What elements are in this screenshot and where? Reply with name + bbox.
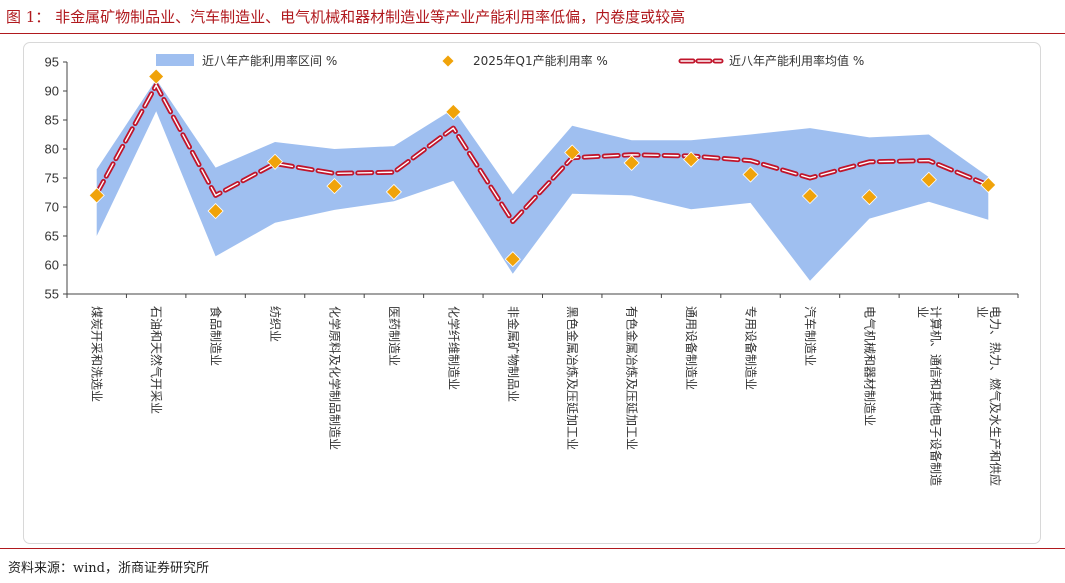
chart-frame bbox=[23, 42, 1041, 544]
x-category-label: 黑色金属冶炼及压延加工业 bbox=[565, 306, 580, 450]
y-tick-label: 75 bbox=[45, 171, 59, 186]
y-tick-label: 55 bbox=[45, 287, 59, 302]
x-category-label-line: 通用设备制造业 bbox=[684, 306, 698, 390]
q1-point-marker bbox=[861, 189, 878, 206]
source-note: 资料来源：wind，浙商证券研究所 bbox=[8, 561, 209, 576]
q1-point-marker bbox=[385, 183, 402, 200]
q1-point-marker bbox=[920, 171, 937, 188]
q1-point-marker bbox=[207, 202, 224, 220]
y-tick-label: 90 bbox=[45, 84, 59, 99]
q1-point-marker bbox=[504, 251, 521, 268]
y-tick-label: 65 bbox=[45, 229, 59, 244]
x-category-label: 纺织业 bbox=[268, 306, 282, 342]
x-category-label-line: 汽车制造业 bbox=[803, 306, 818, 366]
q1-point-marker bbox=[742, 166, 759, 183]
x-category-label: 通用设备制造业 bbox=[684, 306, 698, 390]
x-category-label-line: 电力、热力、燃气及水生产和供应 bbox=[988, 306, 1003, 486]
x-category-label: 有色金属冶炼及压延加工业 bbox=[625, 306, 640, 450]
q1-point-marker bbox=[148, 68, 165, 85]
q1-point-marker bbox=[445, 103, 462, 120]
x-category-label: 计算机、通信和其他电子设备制造业 bbox=[915, 306, 943, 486]
q1-point-marker bbox=[266, 153, 284, 170]
y-tick-label: 70 bbox=[45, 200, 59, 215]
q1-point-marker bbox=[564, 144, 581, 161]
q1-point-marker bbox=[683, 151, 700, 168]
q1-point-marker bbox=[623, 154, 640, 171]
legend-mean-label: 近八年产能利用率均值 % bbox=[729, 53, 864, 68]
x-category-label-line: 石油和天然气开采业 bbox=[149, 306, 164, 414]
x-category-label: 化学原料及化学制品制造业 bbox=[327, 306, 342, 450]
x-category-label: 化学纤维制造业 bbox=[446, 306, 461, 390]
q1-point-marker bbox=[326, 178, 343, 195]
x-category-label-line: 纺织业 bbox=[268, 306, 282, 342]
capacity-utilization-chart: 55 60 65 70 75 80 85 90 95 煤炭开采和洗选业 石油和天然气开采业 食品制造业… bbox=[45, 53, 1019, 486]
y-tick-label: 60 bbox=[45, 258, 59, 273]
x-category-label-line: 煤炭开采和洗选业 bbox=[90, 306, 104, 402]
x-category-label: 非金属矿物制品业 bbox=[506, 306, 521, 402]
x-category-label-line: 电气机械和器材制造业 bbox=[862, 306, 877, 426]
legend-range-label: 近八年产能利用率区间 % bbox=[202, 53, 337, 68]
x-category-label: 石油和天然气开采业 bbox=[149, 306, 164, 414]
x-category-label-line: 黑色金属冶炼及压延加工业 bbox=[565, 306, 580, 450]
x-category-label: 煤炭开采和洗选业 bbox=[90, 306, 104, 402]
legend-range-swatch bbox=[156, 54, 194, 66]
legend-marker-label: 2025年Q1产能利用率 % bbox=[473, 53, 608, 68]
q1-point-marker bbox=[801, 187, 819, 205]
y-tick-label: 80 bbox=[45, 142, 59, 157]
y-tick-label: 95 bbox=[45, 55, 59, 70]
q1-point-marker bbox=[88, 187, 105, 204]
legend-marker-swatch bbox=[441, 54, 455, 68]
x-category-label-line: 业 bbox=[915, 306, 929, 318]
x-category-label: 医药制造业 bbox=[387, 306, 401, 366]
title-rule bbox=[0, 33, 1065, 34]
x-category-label-line: 化学纤维制造业 bbox=[446, 306, 461, 390]
mean-line-inner bbox=[96, 84, 989, 223]
x-category-label-line: 专用设备制造业 bbox=[744, 306, 759, 390]
x-category-label-line: 业 bbox=[975, 306, 989, 318]
x-category-label-line: 食品制造业 bbox=[209, 306, 224, 366]
x-category-label-line: 医药制造业 bbox=[387, 306, 401, 366]
source-rule bbox=[0, 548, 1065, 549]
y-tick-label: 85 bbox=[45, 113, 59, 128]
x-category-label-line: 计算机、通信和其他电子设备制造 bbox=[928, 306, 943, 486]
x-category-label: 专用设备制造业 bbox=[744, 306, 759, 390]
x-category-label: 汽车制造业 bbox=[803, 306, 818, 366]
x-category-label-line: 化学原料及化学制品制造业 bbox=[327, 306, 342, 450]
q1-point-marker bbox=[980, 176, 997, 194]
x-category-label: 食品制造业 bbox=[209, 306, 224, 366]
figure-title: 图 1： 非金属矿物制品业、汽车制造业、电气机械和器材制造业等产业产能利用率低偏… bbox=[6, 8, 686, 26]
x-category-label: 电气机械和器材制造业 bbox=[862, 306, 877, 426]
x-category-label-line: 有色金属冶炼及压延加工业 bbox=[625, 306, 640, 450]
x-category-label-line: 非金属矿物制品业 bbox=[506, 306, 521, 402]
range-band-area bbox=[96, 79, 989, 281]
x-category-label: 电力、热力、燃气及水生产和供应业 bbox=[975, 306, 1003, 486]
